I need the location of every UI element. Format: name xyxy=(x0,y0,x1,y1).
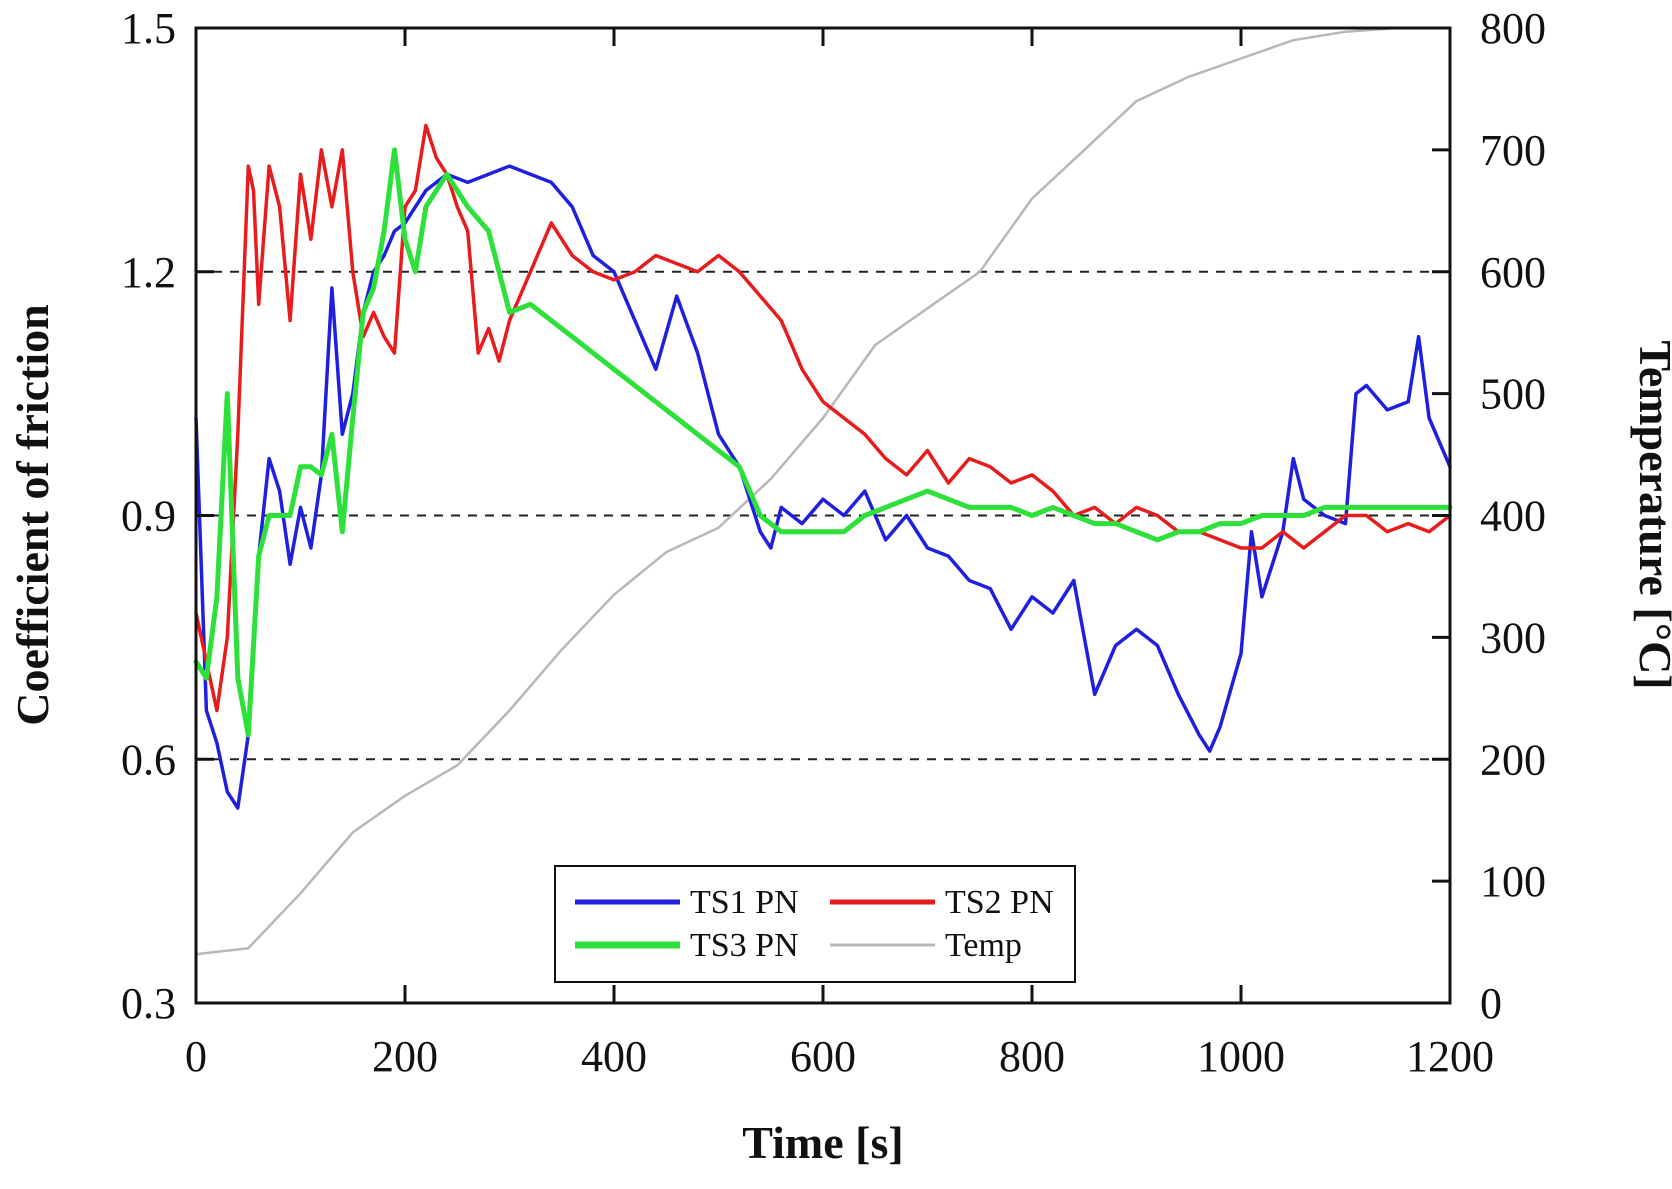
y-tick-label-0: 0.3 xyxy=(121,979,176,1028)
y-tick-label-2: 0.9 xyxy=(121,492,176,541)
x-tick-label-6: 1200 xyxy=(1406,1032,1494,1081)
y2-tick-label-2: 200 xyxy=(1480,735,1546,784)
grid-layer xyxy=(196,270,1450,761)
y-axis-title: Coefficient of friction xyxy=(7,304,58,726)
legend-label-temp: Temp xyxy=(945,927,1022,964)
series-line-temp xyxy=(194,26,1452,956)
series-layer xyxy=(193,123,1453,810)
legend: TS1 PN TS2 PN TS3 PN Temp xyxy=(554,865,1076,983)
x-tick-label-1: 200 xyxy=(372,1032,438,1081)
legend-box xyxy=(554,865,1076,983)
tick-layer: 0 200 400 600 800 1000 1200 0.3 0.6 0.9 1.2 1.5 0 100… xyxy=(121,4,1546,1081)
x-tick-label-4: 800 xyxy=(999,1032,1065,1081)
y2-tick-label-4: 400 xyxy=(1480,492,1546,541)
temp-series-layer xyxy=(194,26,1452,956)
y2-axis-title: Temperature [°C] xyxy=(1630,340,1672,689)
x-tick-label-5: 1000 xyxy=(1197,1032,1285,1081)
y-tick-label-1: 0.6 xyxy=(121,735,176,784)
legend-label-ts3: TS3 PN xyxy=(690,927,799,964)
x-tick-label-3: 600 xyxy=(790,1032,856,1081)
y2-tick-label-1: 100 xyxy=(1480,857,1546,906)
x-tick-label-2: 400 xyxy=(581,1032,647,1081)
x-tick-label-0: 0 xyxy=(185,1032,207,1081)
y2-tick-label-5: 500 xyxy=(1480,370,1546,419)
y2-tick-label-8: 800 xyxy=(1480,4,1546,53)
x-axis-title: Time [s] xyxy=(742,1117,903,1168)
legend-label-ts1: TS1 PN xyxy=(690,884,799,921)
y2-tick-label-3: 300 xyxy=(1480,613,1546,662)
y2-tick-label-0: 0 xyxy=(1480,979,1502,1028)
legend-label-ts2: TS2 PN xyxy=(945,884,1054,921)
series-line-ts3-pn xyxy=(193,147,1453,738)
y2-tick-label-7: 700 xyxy=(1480,126,1546,175)
y-tick-label-3: 1.2 xyxy=(121,248,176,297)
y-tick-label-4: 1.5 xyxy=(121,4,176,53)
series-line-ts1-pn xyxy=(194,164,1452,810)
y2-tick-label-6: 600 xyxy=(1480,248,1546,297)
